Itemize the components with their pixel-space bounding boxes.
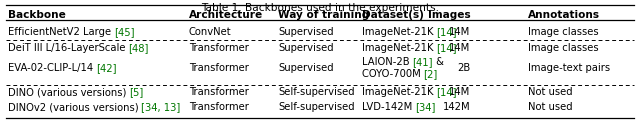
Text: [5]: [5] [129, 87, 143, 97]
Text: 14M: 14M [449, 43, 470, 53]
Text: Self-supervised: Self-supervised [278, 87, 355, 97]
Text: Architecture: Architecture [189, 10, 263, 20]
Text: [14]: [14] [436, 43, 457, 53]
Text: DINO (various versions): DINO (various versions) [8, 87, 129, 97]
Text: [2]: [2] [424, 69, 438, 79]
Text: COYO-700M: COYO-700M [362, 69, 424, 79]
Text: Transformer: Transformer [189, 102, 249, 112]
Text: ImageNet-21K: ImageNet-21K [362, 87, 436, 97]
Text: Image-text pairs: Image-text pairs [528, 63, 610, 73]
Text: Dataset(s): Dataset(s) [362, 10, 424, 20]
Text: DINOv2 (various versions): DINOv2 (various versions) [8, 102, 141, 112]
Text: Image classes: Image classes [528, 27, 598, 37]
Text: Supervised: Supervised [278, 63, 334, 73]
Text: 2B: 2B [457, 63, 470, 73]
Text: Not used: Not used [528, 102, 573, 112]
Text: [41]: [41] [412, 57, 433, 67]
Text: Supervised: Supervised [278, 43, 334, 53]
Text: Not used: Not used [528, 87, 573, 97]
Text: 14M: 14M [449, 27, 470, 37]
Text: Transformer: Transformer [189, 87, 249, 97]
Text: ImageNet-21K: ImageNet-21K [362, 27, 436, 37]
Text: Transformer: Transformer [189, 63, 249, 73]
Text: Image classes: Image classes [528, 43, 598, 53]
Text: EVA-02-CLIP-L/14: EVA-02-CLIP-L/14 [8, 63, 96, 73]
Text: LVD-142M: LVD-142M [362, 102, 415, 112]
Text: Annotations: Annotations [528, 10, 600, 20]
Text: Transformer: Transformer [189, 43, 249, 53]
Text: [34, 13]: [34, 13] [141, 102, 180, 112]
Text: [48]: [48] [128, 43, 148, 53]
Text: Supervised: Supervised [278, 27, 334, 37]
Text: ConvNet: ConvNet [189, 27, 232, 37]
Text: ImageNet-21K: ImageNet-21K [362, 43, 436, 53]
Text: [14]: [14] [436, 27, 457, 37]
Text: DeiT III L/16-LayerScale: DeiT III L/16-LayerScale [8, 43, 128, 53]
Text: Backbone: Backbone [8, 10, 65, 20]
Text: [14]: [14] [436, 87, 457, 97]
Text: Images: Images [428, 10, 470, 20]
Text: 142M: 142M [443, 102, 470, 112]
Text: [42]: [42] [96, 63, 116, 73]
Text: LAION-2B: LAION-2B [362, 57, 412, 67]
Text: Way of training: Way of training [278, 10, 370, 20]
Text: Table 1. Backbones used in the experiments.: Table 1. Backbones used in the experimen… [201, 3, 439, 13]
Text: 14M: 14M [449, 87, 470, 97]
Text: [45]: [45] [114, 27, 134, 37]
Text: [34]: [34] [415, 102, 435, 112]
Text: EfficientNetV2 Large: EfficientNetV2 Large [8, 27, 114, 37]
Text: Self-supervised: Self-supervised [278, 102, 355, 112]
Text: &: & [433, 57, 444, 67]
